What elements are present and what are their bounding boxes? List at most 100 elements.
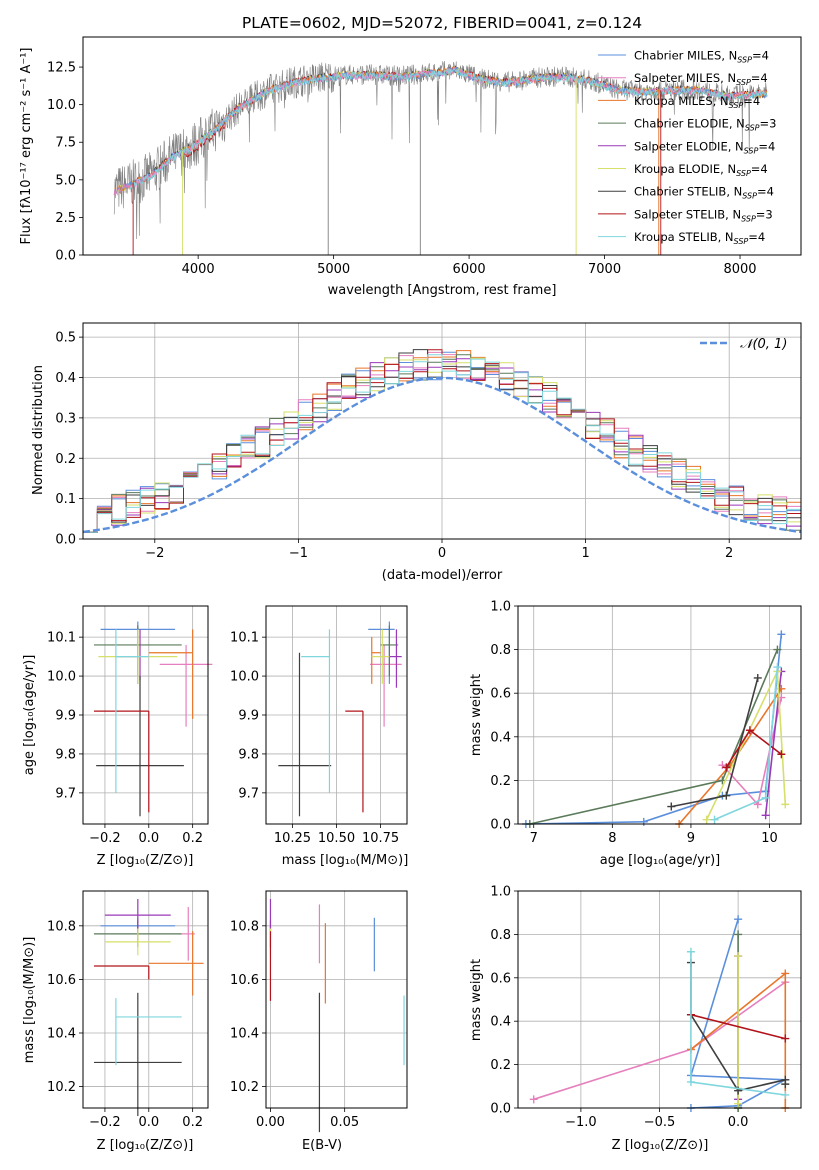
age-vs-z-axes: −0.2 0.0 0.2 9.7 9.8 9.9 10.0 10.1 [47,605,213,846]
weight-vs-z-yticklabel-1: 0.2 [490,1058,511,1073]
small-panel-labels: Z [log₁₀(Z/Z⊙)] age [log₁₀(age/yr)] mass… [22,655,720,1153]
agez-ylabel: age [log₁₀(age/yr)] [22,655,37,776]
spectrum-panel: PLATE=0602, MJD=52072, FIBERID=0041, z=0… [19,14,802,298]
massz-ylabel: mass [log₁₀(M/M⊙)] [22,937,37,1064]
weight-vs-age-yticklabel-3: 0.6 [490,687,511,702]
residuals-xticklabel-2: 0 [438,546,446,561]
weight-vs-z-marker-kroupa_stelib-2 [781,1090,790,1099]
mass-vs-ebv-yticklabel-3: 10.8 [230,919,259,934]
age-vs-z-yticklabel-2: 9.9 [55,709,76,724]
spectrum-yticklabel-5: 12.5 [47,61,76,76]
weight-vs-z-yticklabel-5: 1.0 [490,885,511,900]
spectrum-xlabel: wavelength [Angstrom, rest frame] [328,283,557,298]
weight-vs-age-marker-kroupa_elodie-0 [702,815,711,824]
mass-vs-z-frame [82,890,209,1109]
weight-vs-age-xticklabel-1: 8 [608,831,616,846]
spectrum-xticklabel-2: 6000 [453,262,486,277]
hist-frame [82,322,802,540]
legend-label-chabrier_stelib: Chabrier STELIB, NSSP=4 [634,185,774,201]
weight-vs-z-frame [517,890,802,1109]
spectrum-legend: Chabrier MILES, NSSP=4 Salpeter MILES, NS… [598,49,776,246]
weight-vs-age-xticklabel-2: 9 [687,831,695,846]
weight-vs-age-marker-salpeter_stelib-2 [777,750,786,759]
mass-vs-z-yticklabel-1: 10.4 [47,1026,76,1041]
spectrum-observed-line [113,60,768,240]
residuals-yticklabel-4: 0.4 [55,371,76,386]
age-vs-z-xticklabel-1: 0.0 [138,831,159,846]
weight-vs-z-yticklabel-3: 0.6 [490,971,511,986]
mass-vs-z-yticklabel-2: 10.6 [47,973,76,988]
legend-label-salpeter_elodie: Salpeter ELODIE, NSSP=4 [634,139,775,155]
weight-vs-age-marker-kroupa_elodie-2 [781,800,790,809]
weight-vs-z-marker-kroupa_miles-1 [781,969,790,978]
mass-vs-ebv-axes: 0.00 0.05 10.2 10.4 10.6 10.8 [230,890,408,1133]
weight-vs-age-marker-chabrier_elodie-2 [773,645,782,654]
legend-label-salpeter_miles: Salpeter MILES, NSSP=4 [634,71,768,87]
agez-xlabel: Z [log₁₀(Z/Z⊙)] [97,853,194,868]
weight-vs-age-marker-chabrier_miles-1 [639,817,648,826]
age-vs-mass-xticklabel-2: 10.75 [362,831,399,846]
spectrum-ylabel: Flux [fλ10⁻¹⁷ erg cm⁻² s⁻¹ A⁻¹] [19,48,34,245]
weight-vs-z-yticklabel-0: 0.0 [490,1102,511,1117]
legend-label-chabrier_miles: Chabrier MILES, NSSP=4 [634,49,769,65]
weight-vs-age-yticklabel-2: 0.4 [490,730,511,745]
wz-xlabel: Z [log₁₀(Z/Z⊙)] [612,1138,709,1153]
residuals-xticklabel-3: 1 [581,546,589,561]
mass-vs-z-axes: −0.2 0.0 0.2 10.2 10.4 10.6 10.8 [47,890,209,1130]
spectrum-yticklabel-0: 0.0 [55,249,76,264]
mass-vs-ebv-yticklabel-2: 10.6 [230,973,259,988]
weight-vs-age-yticklabel-5: 1.0 [490,600,511,615]
weight-vs-z-xticklabel-1: −0.5 [644,1115,676,1130]
legend-label-kroupa_stelib: Kroupa STELIB, NSSP=4 [634,230,765,246]
residuals-yticklabel-0: 0.0 [55,533,76,548]
legend-label-chabrier_elodie: Chabrier ELODIE, NSSP=3 [634,117,776,133]
weight-vs-age-frame [517,605,802,825]
weight-vs-z-marker-kroupa_elodie-1 [734,952,743,961]
spectrum-frame [82,36,802,256]
residuals-yticklabel-5: 0.5 [55,331,76,346]
weight-vs-age-marker-chabrier_stelib-1 [722,791,731,800]
wz-ylabel: mass weight [469,959,484,1041]
spectrum-yticklabel-3: 7.5 [55,136,76,151]
age-vs-z-frame [82,605,209,825]
weight-vs-age-marker-salpeter_stelib-1 [745,726,754,735]
hist-ylabel: Normed distribution [31,365,46,495]
weight-vs-age-marker-kroupa_stelib-0 [710,815,719,824]
spectrum-xticklabel-1: 5000 [317,262,350,277]
hist-xlabel: (data-model)/error [382,568,503,583]
weight-vs-z-xticklabel-2: 0.0 [728,1115,749,1130]
weight-vs-age-yticklabel-0: 0.0 [490,818,511,833]
weight-vs-z-xticklabel-0: −1.0 [565,1115,597,1130]
residuals-yticklabel-3: 0.3 [55,411,76,426]
mass-vs-z-xticklabel-0: −0.2 [89,1115,121,1130]
spectrum-model-chabrier_miles [113,66,768,196]
weight-vs-age-yticklabel-4: 0.8 [490,643,511,658]
spectrum-xticklabel-4: 8000 [723,262,756,277]
weight-vs-z-yticklabel-2: 0.4 [490,1015,511,1030]
age-vs-mass-yticklabel-1: 9.8 [238,747,259,762]
mass-vs-ebv-yticklabel-1: 10.4 [230,1026,259,1041]
weight-vs-z-marker-kroupa_elodie-0 [734,1099,743,1108]
mass-vs-z-xticklabel-1: 0.0 [138,1115,159,1130]
age-vs-z-yticklabel-4: 10.1 [47,631,76,646]
weight-vs-z-marker-salpeter_miles-0 [529,1095,538,1104]
weight-vs-age-marker-chabrier_stelib-0 [667,802,676,811]
legend-label-salpeter_stelib: Salpeter STELIB, NSSP=3 [634,207,773,223]
age-vs-mass-frame [265,605,408,825]
weight-vs-z-line-salpeter_stelib [690,1013,786,1040]
agemass-xlabel: mass [log₁₀(M/M⊙)] [282,853,409,868]
weight-vs-z-marker-chabrier_elodie-1 [734,930,743,939]
age-vs-mass-yticklabel-2: 9.9 [238,709,259,724]
age-vs-z-yticklabel-1: 9.8 [55,747,76,762]
age-vs-z-xticklabel-2: 0.2 [182,831,203,846]
wage-xlabel: age [log₁₀(age/yr)] [600,853,721,868]
spectrum-yticklabel-2: 5.0 [55,173,76,188]
weight-vs-z-axes: −1.0 −0.5 0.0 0.0 0.2 0.4 0.6 0.8 1.0 [490,885,802,1130]
weight-vs-age-marker-salpeter_stelib-0 [722,763,731,772]
weight-vs-age-line-kroupa_miles [678,688,782,825]
hist-normal-curve [82,376,802,534]
massz-xlabel: Z [log₁₀(Z/Z⊙)] [97,1138,194,1153]
normal-legend-label: 𝒩(0, 1) [740,337,787,352]
mass-vs-ebv-yticklabel-0: 10.2 [230,1080,259,1095]
